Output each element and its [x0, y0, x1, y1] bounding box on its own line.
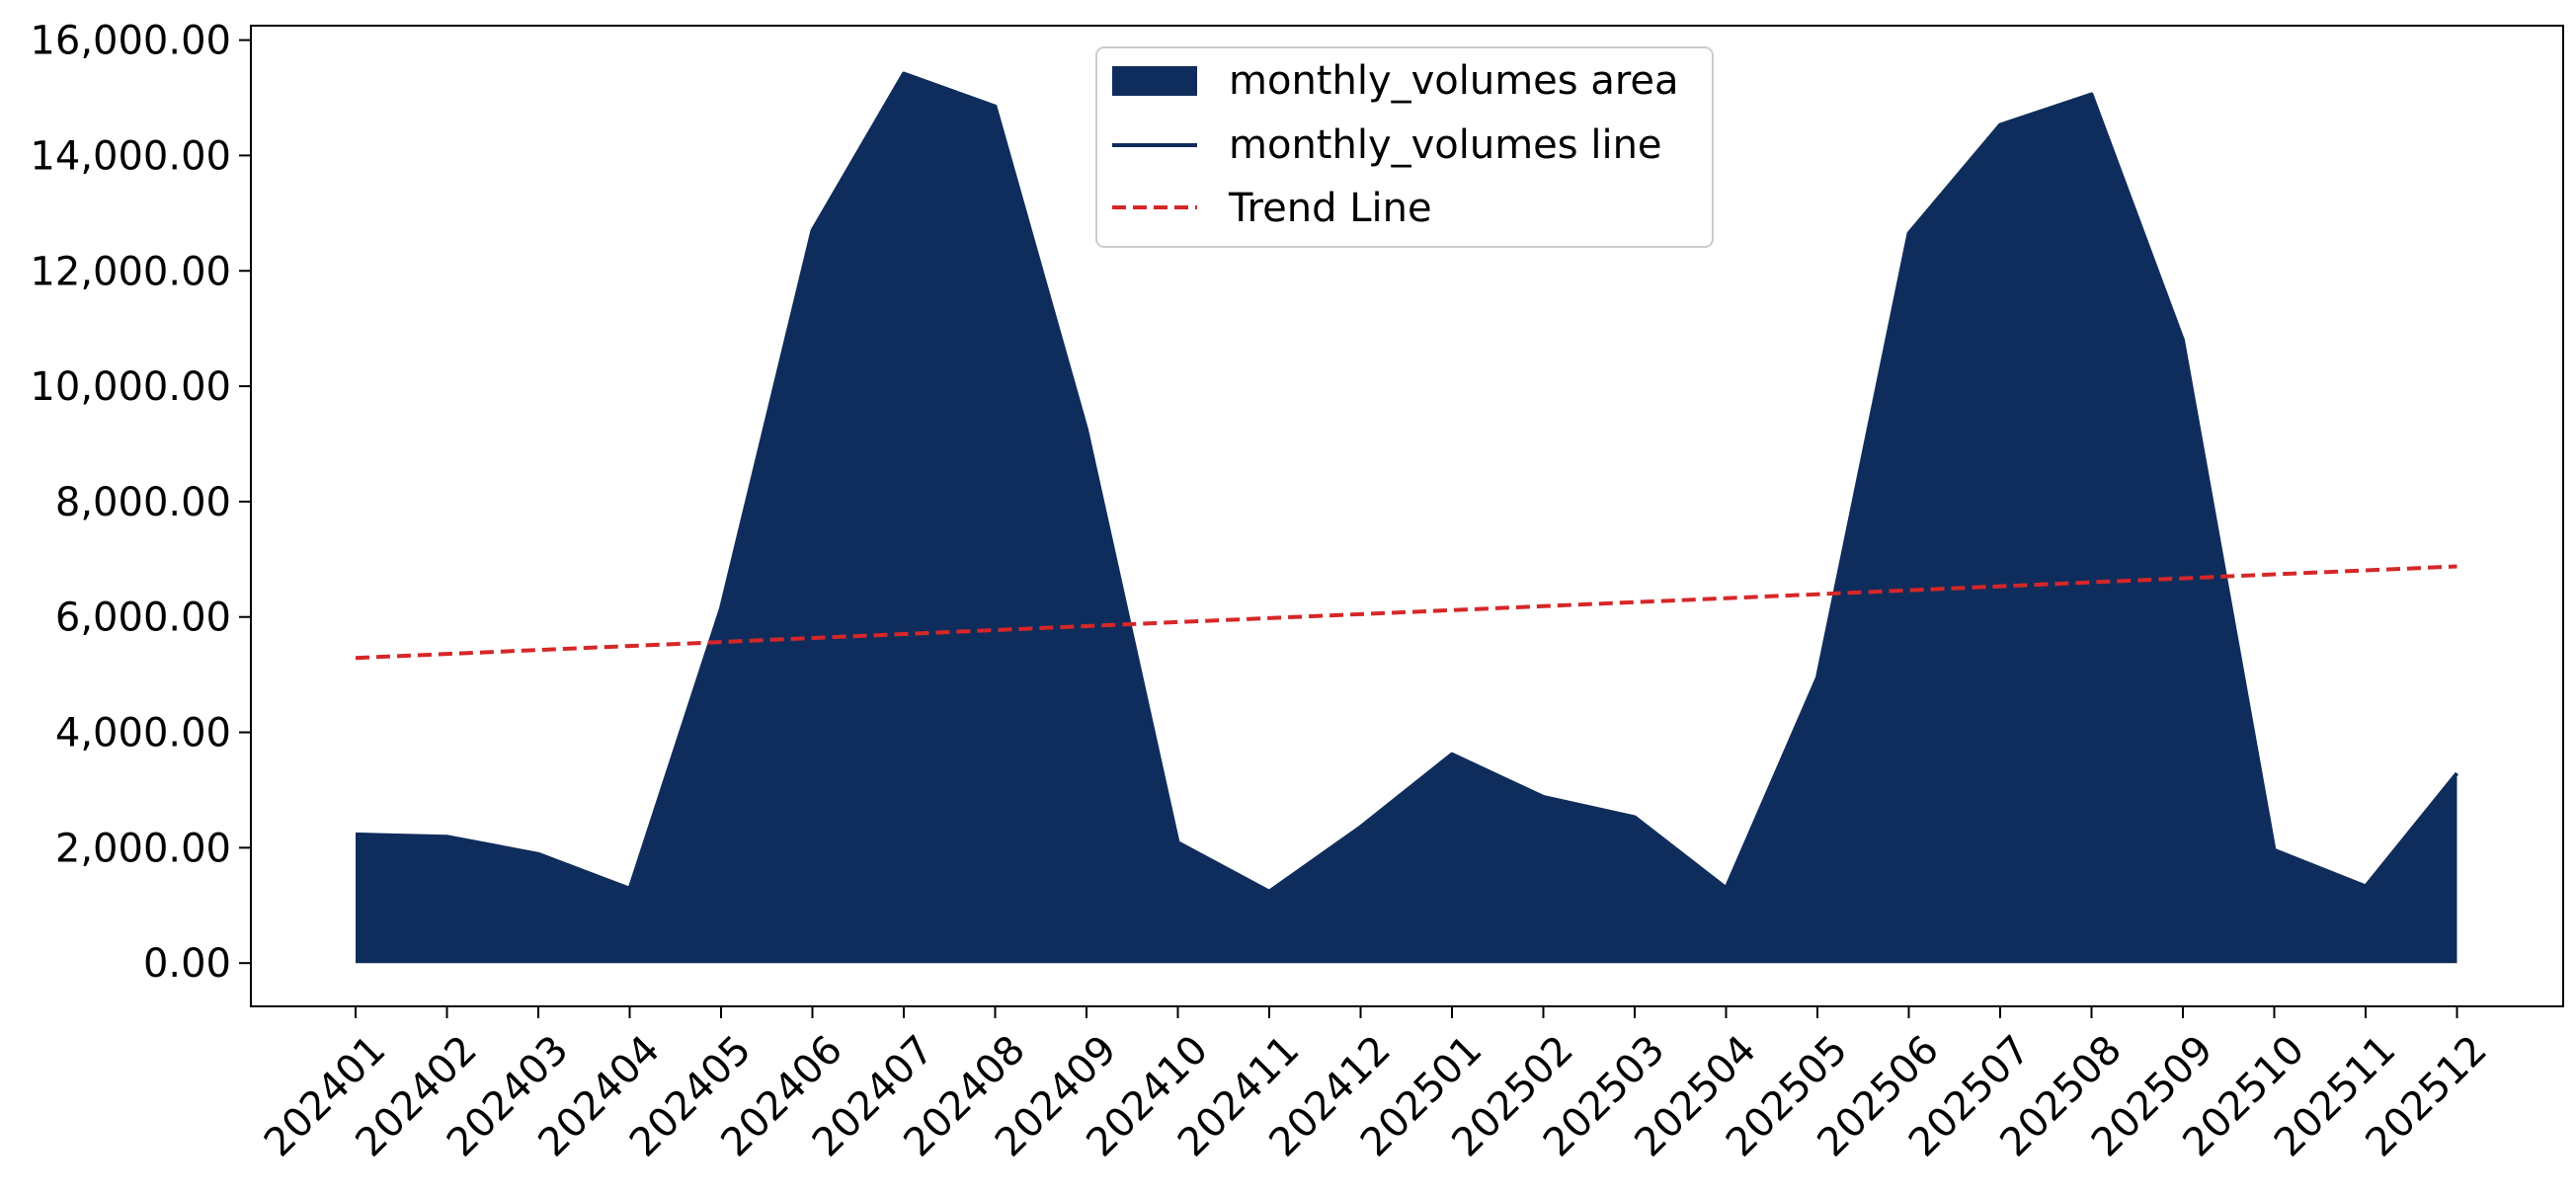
y-tick-label: 12,000.00: [30, 249, 231, 294]
legend-label-trend: Trend Line: [1228, 186, 1432, 231]
y-axis: 0.00 2,000.00 4,000.00 6,000.00 8,000.00 10,0…: [30, 19, 251, 987]
area-layer: [356, 73, 2457, 964]
legend-label-line: monthly_volumes line: [1229, 122, 1662, 168]
line-layer: [355, 71, 2459, 894]
y-tick-label: 6,000.00: [55, 596, 231, 641]
plot-frame: [250, 25, 2564, 1007]
line-series: [355, 71, 2459, 894]
legend-label-area: monthly_volumes area: [1229, 58, 1679, 104]
y-tick-label: 2,000.00: [55, 826, 231, 871]
y-tick-label: 14,000.00: [30, 133, 231, 179]
y-tick-label: 4,000.00: [55, 711, 231, 756]
y-tick-label: 8,000.00: [55, 480, 231, 525]
area-series: [356, 73, 2457, 964]
trend-layer: [355, 564, 2457, 661]
legend: monthly_volumes area monthly_volumes lin…: [1095, 46, 1714, 248]
y-tick-label: 16,000.00: [30, 19, 231, 64]
legend-swatch-area: [1112, 66, 1197, 96]
y-tick-label: 0.00: [143, 941, 231, 987]
x-axis: 2024012024022024032024042024052024062024…: [256, 1006, 2496, 1165]
legend-box: [1095, 46, 1714, 248]
y-tick-label: 10,000.00: [30, 364, 231, 410]
trend-line: [355, 564, 2457, 661]
